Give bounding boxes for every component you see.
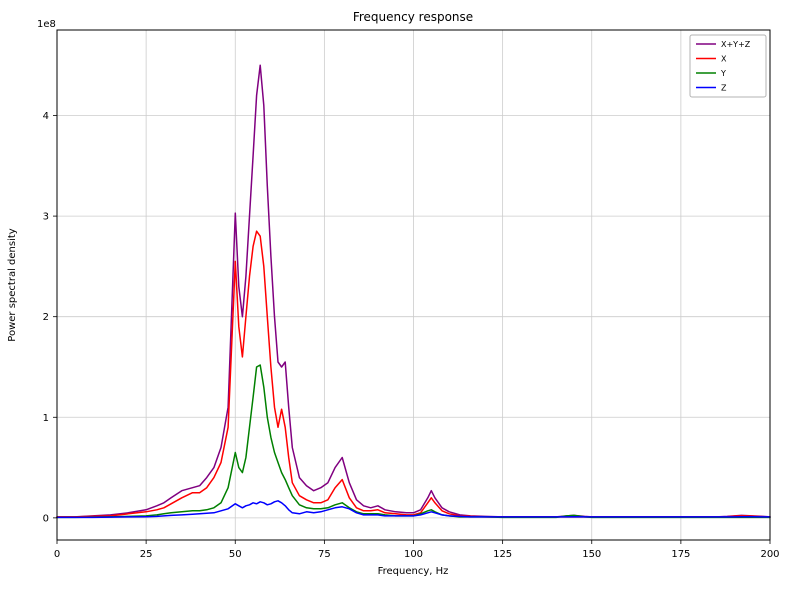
y-tick-label: 4 [43,111,49,122]
legend-label: Z [721,84,727,93]
y-axis-label: Power spectral density [7,228,18,341]
legend-item-z: Z [696,84,727,93]
legend-label: X [721,55,727,64]
legend-label: Y [720,69,726,78]
legend-item-x: X [696,55,727,64]
chart-title: Frequency response [353,10,473,24]
legend: X+Y+Z XYZ [689,34,767,98]
y-tick-label: 1 [43,413,49,424]
x-tick-label: 0 [54,549,60,560]
x-tick-label: 125 [493,549,512,560]
y-tick-label: 3 [43,212,49,223]
series-line-z [56,500,771,519]
x-tick-label: 175 [671,549,690,560]
x-tick-label: 200 [760,549,779,560]
x-tick-label: 100 [404,549,423,560]
x-tick-label: 75 [318,549,331,560]
legend-item-y: Y [696,69,726,78]
x-tick-label: 25 [140,549,153,560]
x-tick-label: 50 [229,549,242,560]
y-tick-label: 2 [43,312,49,323]
y-tick-label: 0 [43,513,49,524]
x-tick-label: 150 [582,549,601,560]
legend-label: X+Y+Z [721,40,751,49]
x-axis-label: Frequency, Hz [378,566,449,577]
legend-box [689,34,767,98]
y-offset-text: 1e8 [37,19,56,30]
plot-area: 0 25 50 75 100 125 150 175 200 0 1 2 3 4 X+Y+Z XYZ [43,29,780,560]
legend-item-x-y-z: X+Y+Z [696,40,751,49]
